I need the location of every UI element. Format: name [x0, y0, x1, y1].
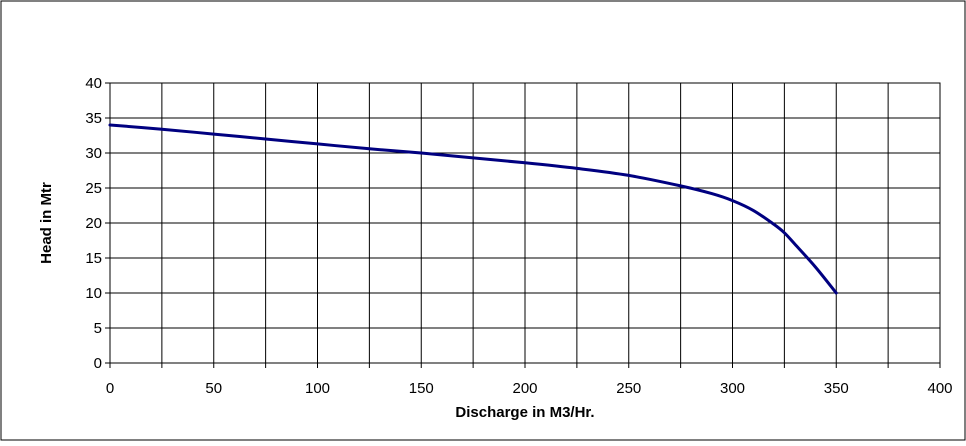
x-tick-label: 300: [720, 380, 745, 397]
y-axis-title: Head in Mtr: [38, 182, 55, 264]
x-tick-label: 250: [616, 380, 641, 397]
x-tick-label: 100: [305, 380, 330, 397]
x-tick-label: 0: [106, 380, 114, 397]
y-tick-label: 25: [85, 180, 102, 197]
y-tick-label: 10: [85, 285, 102, 302]
series-layer: [108, 123, 838, 295]
x-tick-label: 400: [927, 380, 952, 397]
x-axis-title: Discharge in M3/Hr.: [455, 404, 594, 421]
y-tick-label: 20: [85, 215, 102, 232]
y-tick-label: 40: [85, 75, 102, 92]
y-tick-label: 15: [85, 250, 102, 267]
y-tick-label: 0: [94, 355, 102, 372]
x-tick-label: 150: [409, 380, 434, 397]
x-tick-label: 50: [205, 380, 222, 397]
grid: [110, 83, 940, 363]
x-tick-label: 350: [824, 380, 849, 397]
y-tick-label: 5: [94, 320, 102, 337]
y-tick-label: 30: [85, 145, 102, 162]
x-tick-label: 200: [512, 380, 537, 397]
y-tick-label: 35: [85, 110, 102, 127]
series-line: [108, 123, 838, 295]
